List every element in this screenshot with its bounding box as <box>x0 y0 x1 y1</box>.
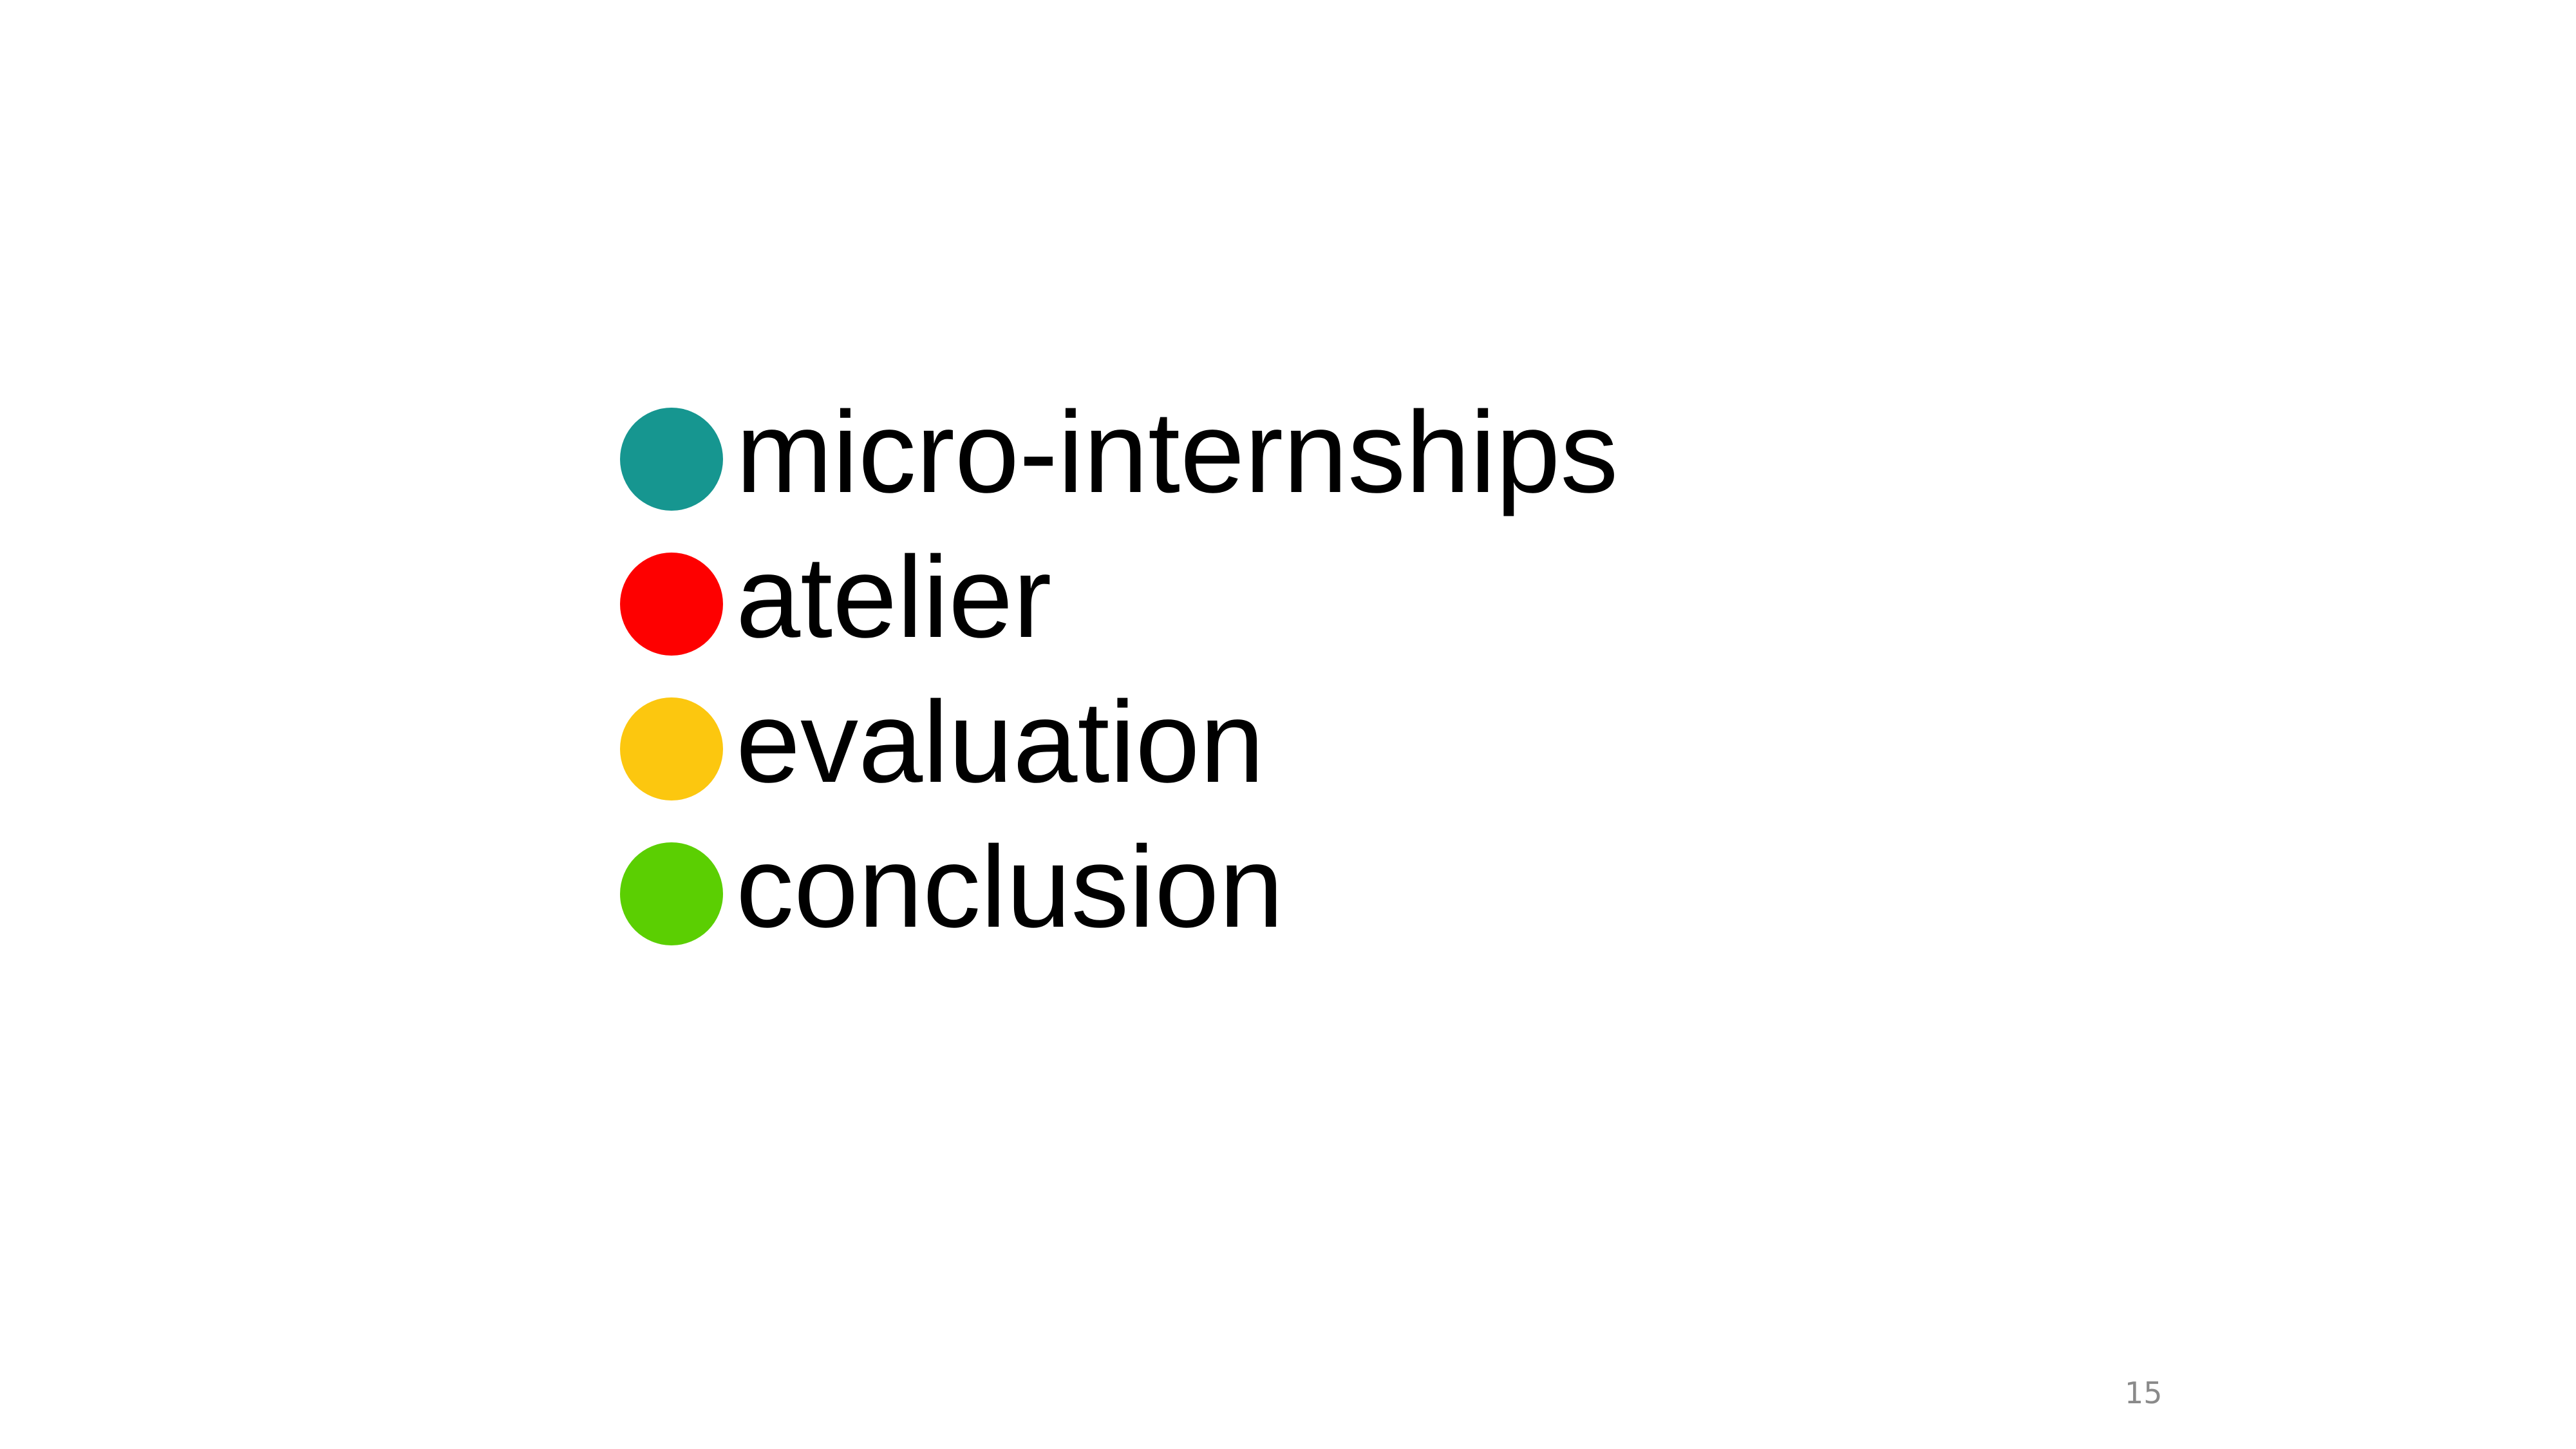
agenda-item-conclusion: conclusion <box>620 821 1618 966</box>
teal-circle-icon <box>620 407 723 511</box>
page-number: 15 <box>2125 1376 2163 1410</box>
agenda-item-micro-internships: micro-internships <box>620 386 1618 531</box>
agenda-item-label: atelier <box>736 532 1052 662</box>
yellow-circle-icon <box>620 697 723 800</box>
agenda-item-label: evaluation <box>736 677 1264 807</box>
agenda-item-evaluation: evaluation <box>620 676 1618 821</box>
red-circle-icon <box>620 552 723 656</box>
agenda-item-label: conclusion <box>736 822 1284 952</box>
agenda-item-label: micro-internships <box>736 387 1619 517</box>
agenda-list: micro-internships atelier evaluation con… <box>620 386 1618 966</box>
green-circle-icon <box>620 842 723 945</box>
agenda-item-atelier: atelier <box>620 531 1618 676</box>
